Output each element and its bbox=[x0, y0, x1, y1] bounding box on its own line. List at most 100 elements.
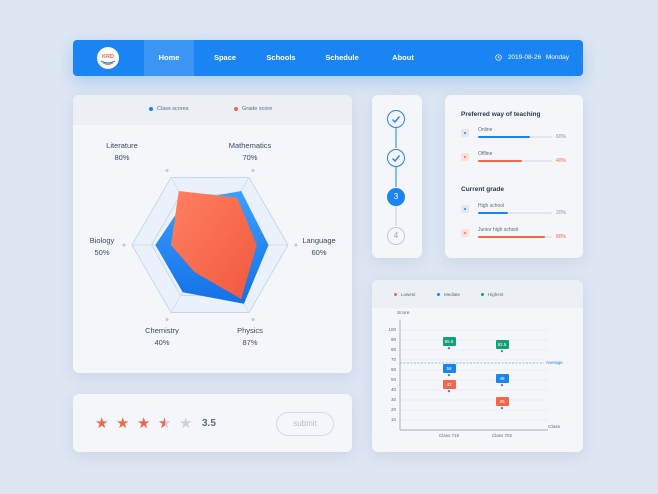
score-x-tick: Class 719 bbox=[438, 433, 459, 438]
legend-label: Class scores bbox=[157, 106, 189, 112]
pref-checkbox-dot bbox=[464, 156, 466, 158]
radar-axis-value: 80% bbox=[114, 153, 130, 162]
radar-label-literature: Literature 80% bbox=[82, 140, 162, 164]
stepper-connector bbox=[395, 128, 397, 226]
radar-label-chemistry: Chemistry 40% bbox=[122, 325, 202, 349]
pref-progress-fill bbox=[478, 212, 508, 214]
star-icon[interactable]: ★★ bbox=[158, 415, 172, 432]
pref-checkbox[interactable] bbox=[461, 129, 469, 137]
pref-percent: 60% bbox=[556, 134, 567, 140]
score-chart-header bbox=[372, 280, 583, 308]
pref-label: Online bbox=[478, 127, 493, 133]
radar-axis-name: Literature bbox=[106, 141, 138, 150]
nav-about[interactable]: About bbox=[392, 53, 414, 62]
score-y-tick: 60 bbox=[390, 367, 396, 372]
radar-label-language: Language 60% bbox=[279, 235, 359, 259]
score-point-lowest[interactable]: 25 bbox=[495, 397, 509, 406]
score-y-tick: 30 bbox=[390, 397, 396, 402]
score-point-marker: ◆ bbox=[500, 383, 504, 387]
star-icon[interactable]: ★ bbox=[137, 415, 151, 432]
pref-percent: 80% bbox=[556, 234, 567, 240]
score-point-marker: ◆ bbox=[500, 406, 504, 410]
grade-title: Current grade bbox=[461, 186, 504, 193]
average-label: Average bbox=[546, 360, 563, 365]
nav-space[interactable]: Space bbox=[213, 53, 237, 62]
score-point-marker: ◆ bbox=[500, 348, 504, 353]
pref-label: Offline bbox=[478, 151, 493, 157]
score-chart bbox=[399, 320, 548, 431]
legend-label: Lowest bbox=[401, 292, 416, 297]
nav-schedule[interactable]: Schedule bbox=[325, 53, 359, 62]
clock-icon bbox=[495, 54, 502, 61]
step-1-done[interactable] bbox=[387, 110, 405, 128]
star-icon[interactable]: ★ bbox=[95, 415, 109, 432]
score-y-tick: 20 bbox=[390, 407, 396, 412]
step-3-active[interactable]: 3 bbox=[387, 188, 405, 206]
nav-schools[interactable]: Schools bbox=[266, 53, 296, 62]
radar-chart bbox=[122, 169, 298, 321]
submit-button[interactable]: submit bbox=[276, 412, 334, 436]
rating-card bbox=[73, 394, 352, 452]
pref-checkbox-dot bbox=[464, 208, 466, 210]
pref-checkbox[interactable] bbox=[461, 153, 469, 161]
step-2-done[interactable] bbox=[387, 149, 405, 167]
radar-axis-dot bbox=[294, 243, 298, 247]
radar-axis-dot bbox=[122, 243, 126, 247]
score-y-tick: 50 bbox=[390, 377, 396, 382]
check-icon bbox=[392, 155, 401, 163]
legend-label: Mediate bbox=[444, 292, 461, 297]
rating-value: 3.5 bbox=[202, 418, 216, 429]
legend-dot bbox=[149, 106, 153, 111]
legend-class-scores: Class scores bbox=[149, 106, 188, 112]
radar-axis-name: Language bbox=[302, 236, 336, 245]
radar-label-physics: Physics 87% bbox=[210, 325, 290, 349]
radar-axis-value: 60% bbox=[311, 248, 327, 257]
check-icon bbox=[392, 116, 401, 124]
score-point-marker: ◆ bbox=[447, 373, 451, 377]
star-icon[interactable]: ★ bbox=[179, 415, 193, 432]
score-point-highest[interactable]: 85.5 bbox=[442, 336, 456, 346]
score-point-lowest[interactable]: 42 bbox=[442, 380, 456, 389]
school-logo[interactable]: KRD bbox=[97, 47, 119, 69]
radar-axis-name: Biology bbox=[89, 236, 115, 245]
radar-axis-dot bbox=[251, 169, 255, 173]
top-navbar: KRD Home Space Schools Schedule About 20… bbox=[73, 40, 583, 76]
legend-grade-score: Grade score bbox=[234, 106, 272, 112]
radar-axis-name: Physics bbox=[237, 326, 263, 335]
radar-axis-dot bbox=[251, 317, 255, 321]
score-point-highest[interactable]: 82.5 bbox=[495, 339, 509, 349]
score-y-tick: 10 bbox=[390, 417, 396, 422]
legend-label: Grade score bbox=[242, 106, 273, 112]
score-y-tick: 90 bbox=[390, 337, 396, 342]
legend-dot bbox=[394, 293, 397, 297]
radar-series-grade-score bbox=[171, 190, 257, 300]
legend-dot bbox=[437, 293, 440, 297]
legend-dot bbox=[234, 106, 238, 111]
radar-axis-dot bbox=[165, 169, 169, 173]
pref-percent: 40% bbox=[556, 158, 567, 164]
pref-checkbox-dot bbox=[464, 232, 466, 234]
score-y-tick: 40 bbox=[390, 387, 396, 392]
radar-card bbox=[73, 95, 352, 373]
score-point-mediate[interactable]: 58 bbox=[442, 364, 456, 373]
score-chart-card bbox=[372, 280, 583, 452]
score-point-marker: ◆ bbox=[447, 389, 451, 393]
radar-header bbox=[73, 95, 352, 125]
radar-axis-dot bbox=[165, 317, 169, 321]
pref-checkbox[interactable] bbox=[461, 229, 469, 237]
score-legend-lowest: Lowest bbox=[394, 292, 415, 297]
star-icon[interactable]: ★ bbox=[116, 415, 130, 432]
step-4-todo[interactable]: 4 bbox=[387, 227, 405, 245]
pref-progress-fill bbox=[478, 236, 545, 238]
radar-label-mathematics: Mathematics 70% bbox=[210, 140, 290, 164]
teaching-title: Preferred way of teaching bbox=[461, 111, 541, 118]
nav-home[interactable]: Home bbox=[144, 40, 194, 76]
pref-label: High school bbox=[478, 203, 505, 209]
score-point-mediate[interactable]: 48 bbox=[495, 374, 509, 383]
radar-axis-value: 40% bbox=[154, 338, 170, 347]
pref-checkbox[interactable] bbox=[461, 205, 469, 213]
logo-text: KRD bbox=[102, 54, 114, 60]
pref-progress-fill bbox=[478, 160, 523, 162]
score-x-tick: Class 702 bbox=[491, 433, 512, 438]
pref-progress-track bbox=[478, 212, 552, 214]
